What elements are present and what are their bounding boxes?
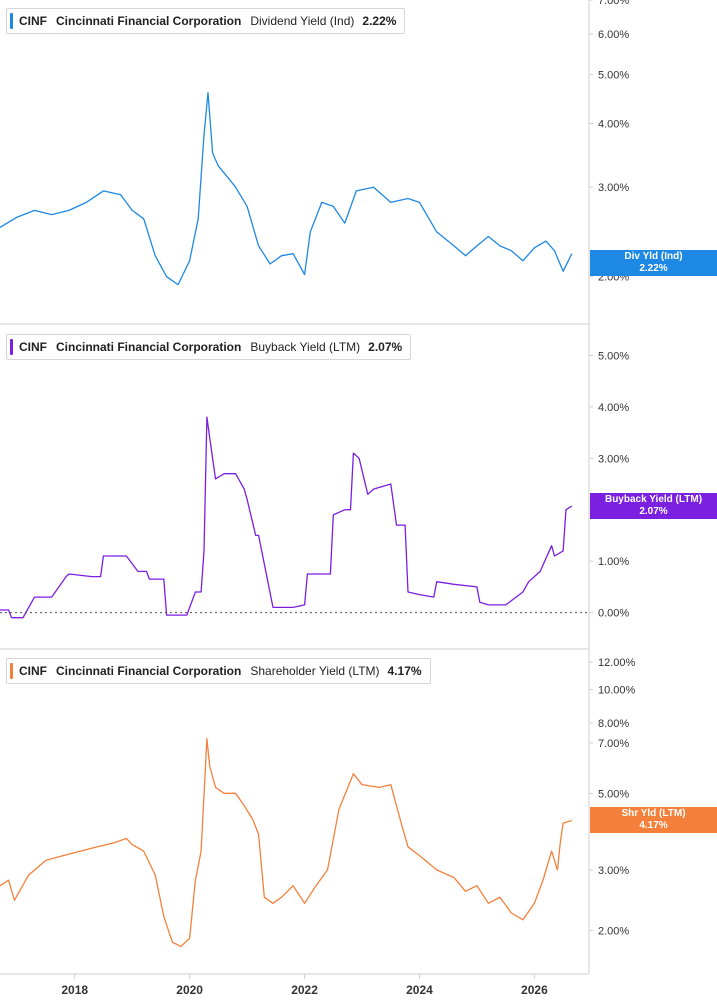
y-tick-label: 2.00% bbox=[598, 926, 629, 938]
y-tick-label: 7.00% bbox=[598, 0, 629, 7]
tag-value: 2.07% bbox=[639, 506, 668, 517]
x-tick-label: 2026 bbox=[521, 983, 548, 997]
legend-metric: Buyback Yield (LTM) bbox=[250, 340, 361, 354]
legend-metric: Dividend Yield (Ind) bbox=[250, 14, 355, 28]
y-tick-label: 0.00% bbox=[598, 608, 629, 620]
legend-ticker: CINF bbox=[19, 14, 47, 28]
x-tick-label: 2024 bbox=[406, 983, 433, 997]
y-tick-label: 1.00% bbox=[598, 556, 629, 568]
tag-label: Buyback Yield (LTM) bbox=[604, 494, 703, 505]
y-tick-label: 10.00% bbox=[598, 684, 636, 696]
series-line-dividend-yield-ind- bbox=[0, 92, 573, 286]
x-tick-label: 2022 bbox=[291, 983, 318, 997]
last-value-tag-buyback: Buyback Yield (LTM) 2.07% bbox=[590, 493, 717, 519]
legend-company: Cincinnati Financial Corporation bbox=[56, 340, 242, 354]
last-value-tag-dividend: Div Yld (Ind) 2.22% bbox=[590, 250, 717, 276]
tag-label: Shr Yld (LTM) bbox=[621, 808, 686, 819]
legend-value: 2.07% bbox=[368, 340, 403, 354]
tag-value: 4.17% bbox=[639, 820, 668, 831]
last-value-tag-shareholder: Shr Yld (LTM) 4.17% bbox=[590, 807, 717, 833]
legend-dividend-yield[interactable]: CINF Cincinnati Financial Corporation Di… bbox=[6, 8, 406, 34]
y-tick-label: 3.00% bbox=[598, 865, 629, 877]
y-tick-label: 5.00% bbox=[598, 69, 629, 81]
tag-value: 2.22% bbox=[639, 263, 668, 274]
x-tick-label: 2020 bbox=[176, 983, 203, 997]
series-color-marker bbox=[10, 663, 13, 679]
y-tick-label: 8.00% bbox=[598, 718, 629, 730]
y-tick-label: 7.00% bbox=[598, 738, 629, 750]
x-tick-label: 2018 bbox=[61, 983, 88, 997]
legend-ticker: CINF bbox=[19, 340, 47, 354]
legend-company: Cincinnati Financial Corporation bbox=[56, 664, 242, 678]
tag-label: Div Yld (Ind) bbox=[624, 251, 683, 262]
series-color-marker bbox=[10, 339, 13, 355]
legend-ticker: CINF bbox=[19, 664, 47, 678]
legend-company: Cincinnati Financial Corporation bbox=[56, 14, 242, 28]
y-tick-label: 12.00% bbox=[598, 657, 636, 669]
series-line-buyback-yield-ltm- bbox=[0, 416, 573, 619]
y-tick-label: 3.00% bbox=[598, 182, 629, 194]
legend-value: 4.17% bbox=[387, 664, 422, 678]
y-tick-label: 4.00% bbox=[598, 119, 629, 131]
legend-metric: Shareholder Yield (LTM) bbox=[250, 664, 380, 678]
y-tick-label: 6.00% bbox=[598, 29, 629, 41]
y-tick-label: 5.00% bbox=[598, 350, 629, 362]
y-tick-label: 4.00% bbox=[598, 402, 629, 414]
series-line-shareholder-yield-ltm- bbox=[0, 738, 572, 948]
series-color-marker bbox=[10, 13, 13, 29]
legend-value: 2.22% bbox=[362, 14, 397, 28]
legend-buyback-yield[interactable]: CINF Cincinnati Financial Corporation Bu… bbox=[6, 334, 412, 360]
y-tick-label: 5.00% bbox=[598, 788, 629, 800]
legend-shareholder-yield[interactable]: CINF Cincinnati Financial Corporation Sh… bbox=[6, 658, 431, 684]
y-tick-label: 3.00% bbox=[598, 453, 629, 465]
